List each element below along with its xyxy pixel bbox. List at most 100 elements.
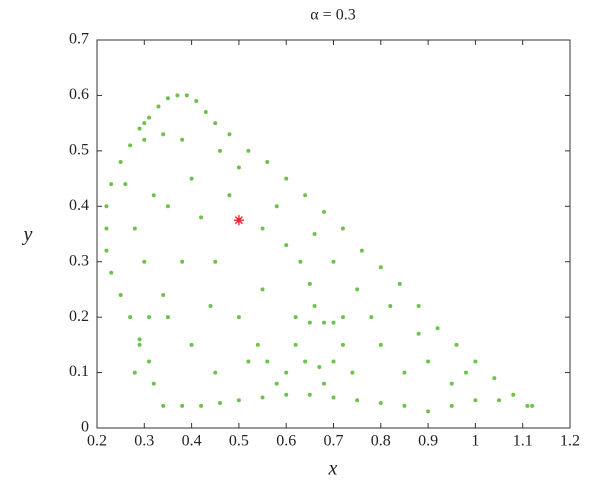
point xyxy=(530,403,535,408)
point xyxy=(104,204,109,209)
point xyxy=(236,315,241,320)
point xyxy=(293,315,298,320)
point xyxy=(322,209,327,214)
point xyxy=(340,342,345,347)
point xyxy=(236,165,241,170)
point xyxy=(402,403,407,408)
point xyxy=(151,193,156,198)
point xyxy=(284,370,289,375)
point xyxy=(217,148,222,153)
point xyxy=(161,132,166,137)
point xyxy=(463,370,468,375)
point xyxy=(350,370,355,375)
point xyxy=(359,248,364,253)
x-tick-label: 0.8 xyxy=(371,433,391,450)
point xyxy=(260,395,265,400)
point xyxy=(142,259,147,264)
point xyxy=(416,331,421,336)
y-tick-label: 0.5 xyxy=(69,142,89,159)
point xyxy=(303,193,308,198)
x-tick-label: 0.5 xyxy=(229,433,249,450)
point xyxy=(246,148,251,153)
point xyxy=(175,93,180,98)
point xyxy=(184,93,189,98)
point xyxy=(284,176,289,181)
star-marker xyxy=(233,215,244,226)
point xyxy=(128,143,133,148)
point xyxy=(227,132,232,137)
y-tick-label: 0.4 xyxy=(69,197,89,214)
point xyxy=(213,259,218,264)
point xyxy=(165,315,170,320)
point xyxy=(203,110,208,115)
point xyxy=(416,304,421,309)
point xyxy=(118,159,123,164)
point xyxy=(165,96,170,101)
point xyxy=(331,320,336,325)
point xyxy=(355,287,360,292)
point xyxy=(246,359,251,364)
point xyxy=(449,381,454,386)
point xyxy=(128,315,133,320)
point xyxy=(151,381,156,386)
point xyxy=(426,359,431,364)
point xyxy=(104,226,109,231)
point xyxy=(161,292,166,297)
point xyxy=(208,304,213,309)
point xyxy=(137,337,142,342)
x-tick-label: 1.1 xyxy=(513,433,533,450)
point xyxy=(199,403,204,408)
point xyxy=(142,121,147,126)
point xyxy=(123,182,128,187)
point xyxy=(312,232,317,236)
point xyxy=(236,398,241,403)
y-tick-label: 0.1 xyxy=(69,363,89,380)
point xyxy=(397,281,402,286)
point xyxy=(260,287,265,292)
point xyxy=(454,342,459,347)
point xyxy=(227,193,232,198)
point xyxy=(161,403,166,408)
point xyxy=(118,292,123,297)
y-tick-label: 0.6 xyxy=(69,86,89,103)
point xyxy=(180,137,185,142)
point xyxy=(449,403,454,408)
x-tick-label: 0.7 xyxy=(324,433,344,450)
y-axis-label: y xyxy=(22,224,33,246)
x-tick-label: 0.2 xyxy=(87,433,107,450)
y-tick-label: 0.3 xyxy=(69,252,89,269)
point xyxy=(147,315,152,320)
point xyxy=(369,315,374,320)
point xyxy=(104,248,109,253)
point xyxy=(473,398,478,403)
point xyxy=(147,359,152,364)
point xyxy=(331,259,336,264)
point xyxy=(274,381,279,386)
point xyxy=(303,359,308,364)
point xyxy=(525,403,530,408)
point xyxy=(180,259,185,264)
point xyxy=(331,359,336,364)
point xyxy=(293,342,298,347)
x-axis-label: x xyxy=(328,458,338,480)
point xyxy=(492,376,497,381)
y-tick-label: 0.7 xyxy=(69,31,89,48)
point xyxy=(378,342,383,347)
x-tick-label: 1 xyxy=(471,433,479,450)
point xyxy=(265,359,270,364)
point xyxy=(284,392,289,397)
point xyxy=(180,403,185,408)
point xyxy=(137,126,142,131)
point xyxy=(137,342,142,347)
x-tick-label: 0.9 xyxy=(418,433,438,450)
point xyxy=(274,204,279,209)
point xyxy=(340,226,345,231)
y-tick-label: 0.2 xyxy=(69,308,89,325)
point xyxy=(109,182,114,187)
point xyxy=(322,381,327,386)
point xyxy=(307,281,312,286)
point xyxy=(435,326,440,331)
point xyxy=(307,320,312,325)
x-tick-label: 0.3 xyxy=(134,433,154,450)
